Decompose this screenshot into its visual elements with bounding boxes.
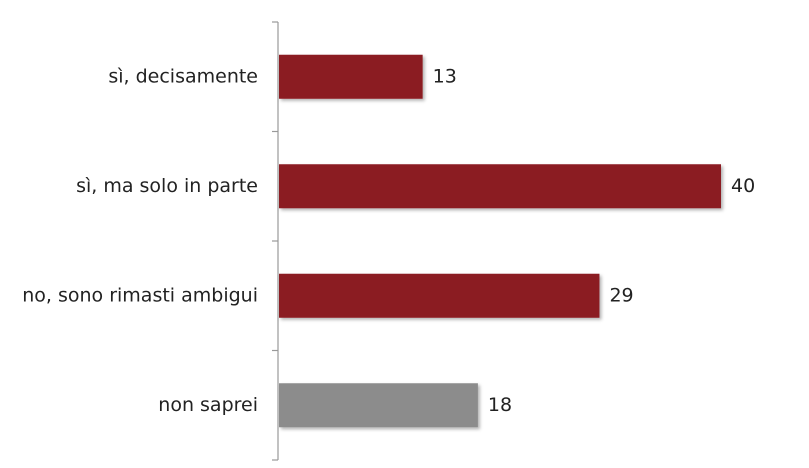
bar: [279, 54, 423, 99]
bar: [279, 383, 478, 428]
category-label: non saprei: [158, 394, 258, 416]
value-label: 13: [433, 65, 457, 87]
bar: [279, 164, 721, 209]
value-label: 29: [609, 284, 633, 306]
value-label: 18: [488, 394, 512, 416]
bar: [279, 273, 600, 318]
category-label: no, sono rimasti ambigui: [22, 284, 258, 306]
category-label: sì, ma solo in parte: [76, 175, 258, 197]
value-label: 40: [731, 175, 755, 197]
category-label: sì, decisamente: [108, 65, 258, 87]
